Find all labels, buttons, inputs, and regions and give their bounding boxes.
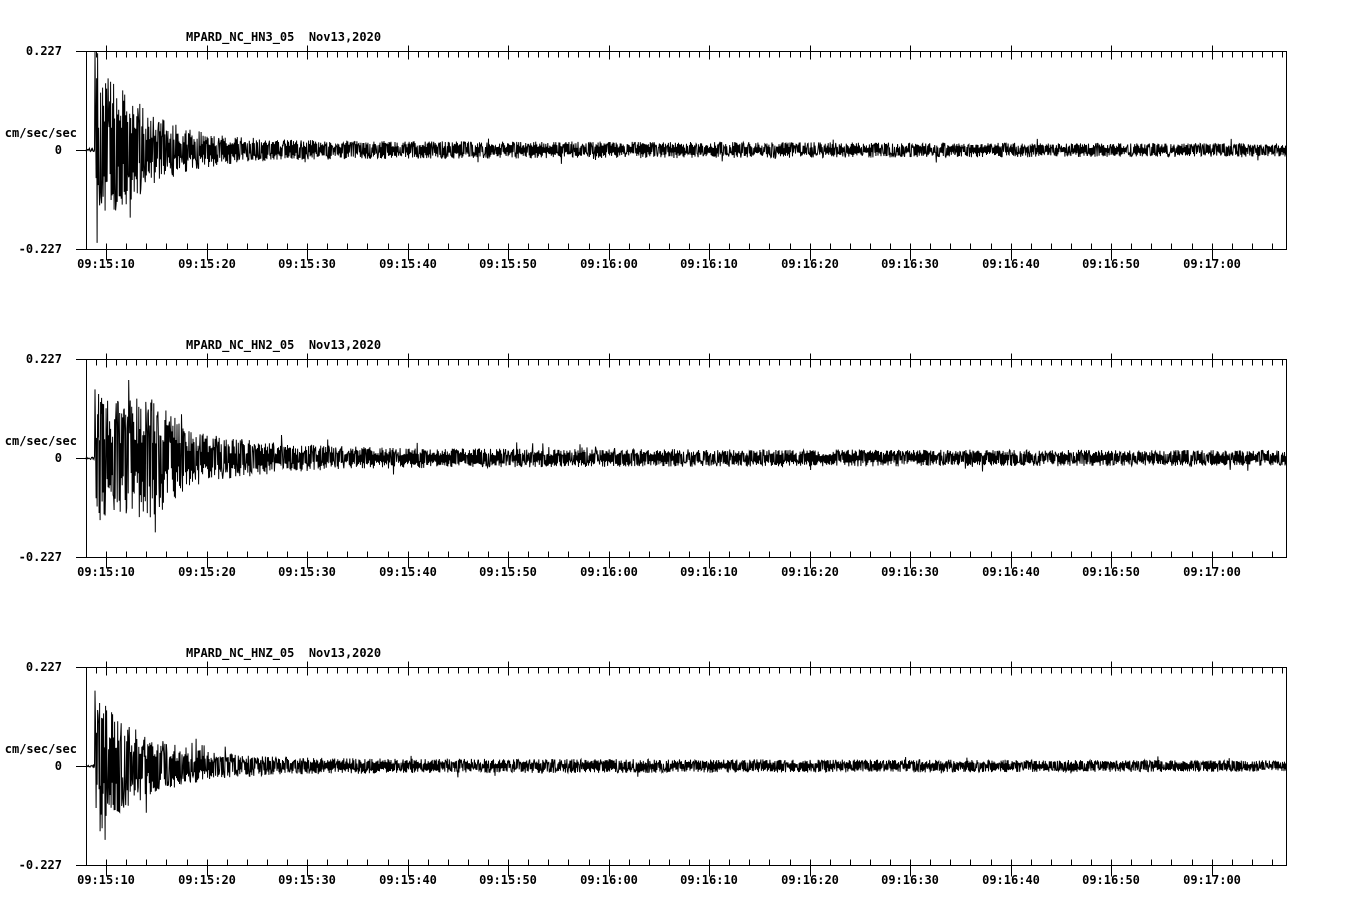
axis-ticks — [76, 661, 1283, 877]
axis-ticks — [76, 45, 1283, 261]
y-axis-max-label: 0.227 — [25, 660, 62, 674]
x-axis-tick-label: 09:15:40 — [379, 257, 437, 271]
seismogram-trace — [85, 690, 1287, 840]
x-axis-tick-label: 09:16:10 — [680, 873, 738, 887]
y-axis-zero-label: 0 — [54, 759, 62, 773]
x-axis-tick-label: 09:15:50 — [479, 873, 537, 887]
y-axis-unit-label: cm/sec/sec — [4, 126, 77, 140]
seismogram-trace — [85, 50, 1287, 243]
trace-title: MPARD_NC_HN2_05 Nov13,2020 — [186, 338, 382, 352]
x-axis-tick-label: 09:17:00 — [1183, 257, 1241, 271]
x-axis-tick-label: 09:17:00 — [1183, 873, 1241, 887]
y-axis-unit-label: cm/sec/sec — [4, 434, 77, 448]
x-axis-tick-label: 09:16:30 — [881, 257, 939, 271]
seismogram-trace — [85, 379, 1287, 533]
x-axis-tick-label: 09:15:50 — [479, 257, 537, 271]
x-axis-tick-label: 09:16:40 — [982, 257, 1040, 271]
x-axis-tick-label: 09:16:50 — [1082, 873, 1140, 887]
y-axis-zero-label: 0 — [54, 451, 62, 465]
x-axis-tick-label: 09:15:40 — [379, 873, 437, 887]
x-axis-tick-label: 09:16:00 — [580, 257, 638, 271]
y-axis-min-label: -0.227 — [18, 550, 62, 564]
x-axis-tick-label: 09:16:50 — [1082, 565, 1140, 579]
x-axis-tick-label: 09:17:00 — [1183, 565, 1241, 579]
x-axis-tick-label: 09:16:50 — [1082, 257, 1140, 271]
x-axis-tick-label: 09:16:30 — [881, 565, 939, 579]
trace-title: MPARD_NC_HN3_05 Nov13,2020 — [186, 30, 382, 44]
x-axis-tick-label: 09:16:20 — [781, 873, 839, 887]
y-axis-min-label: -0.227 — [18, 242, 62, 256]
trace-title: MPARD_NC_HNZ_05 Nov13,2020 — [186, 646, 382, 660]
x-axis-tick-label: 09:16:40 — [982, 873, 1040, 887]
x-axis-tick-label: 09:16:10 — [680, 565, 738, 579]
x-axis-tick-label: 09:15:20 — [178, 257, 236, 271]
x-axis-tick-label: 09:15:10 — [77, 257, 135, 271]
x-axis-tick-label: 09:15:50 — [479, 565, 537, 579]
axis-ticks — [76, 353, 1283, 569]
y-axis-max-label: 0.227 — [25, 44, 62, 58]
x-axis-tick-label: 09:15:30 — [278, 873, 336, 887]
x-axis-tick-label: 09:15:30 — [278, 257, 336, 271]
x-axis-tick-label: 09:16:40 — [982, 565, 1040, 579]
x-axis-tick-label: 09:15:20 — [178, 873, 236, 887]
x-axis-tick-label: 09:16:20 — [781, 257, 839, 271]
x-axis-tick-label: 09:15:10 — [77, 565, 135, 579]
x-axis-tick-label: 09:16:00 — [580, 565, 638, 579]
x-axis-tick-label: 09:16:20 — [781, 565, 839, 579]
x-axis-tick-label: 09:15:30 — [278, 565, 336, 579]
y-axis-unit-label: cm/sec/sec — [4, 742, 77, 756]
x-axis-tick-label: 09:15:40 — [379, 565, 437, 579]
x-axis-tick-label: 09:15:20 — [178, 565, 236, 579]
x-axis-tick-label: 09:16:00 — [580, 873, 638, 887]
y-axis-max-label: 0.227 — [25, 352, 62, 366]
y-axis-min-label: -0.227 — [18, 858, 62, 872]
x-axis-tick-label: 09:16:30 — [881, 873, 939, 887]
x-axis-tick-label: 09:15:10 — [77, 873, 135, 887]
x-axis-tick-label: 09:16:10 — [680, 257, 738, 271]
y-axis-zero-label: 0 — [54, 143, 62, 157]
